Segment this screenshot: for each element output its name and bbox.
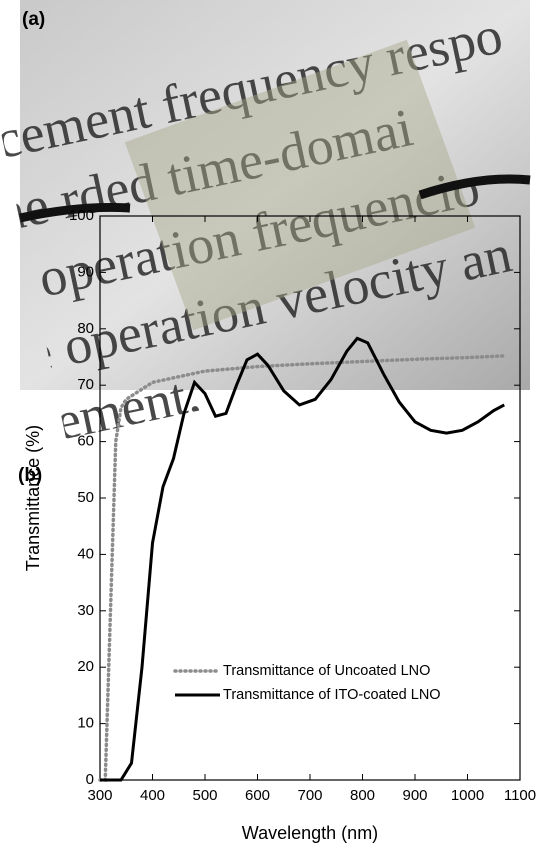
- x-tick-label: 1000: [451, 787, 484, 804]
- series-line: [98, 354, 506, 782]
- y-tick-label: 20: [77, 658, 94, 675]
- x-tick-label: 1100: [504, 787, 536, 804]
- y-tick-label: 80: [77, 320, 94, 337]
- x-tick-label: 300: [87, 787, 112, 804]
- x-axis-label: Wavelength (nm): [242, 823, 378, 843]
- x-tick-label: 500: [192, 787, 217, 804]
- sample-glass: [124, 39, 476, 331]
- x-tick-label: 900: [402, 787, 427, 804]
- y-tick-label: 100: [69, 207, 94, 224]
- y-tick-label: 10: [77, 715, 94, 732]
- x-tick-label: 800: [350, 787, 375, 804]
- wire: [19, 202, 131, 223]
- y-axis-label: Transmittance (%): [23, 425, 43, 571]
- series-line: [100, 336, 505, 782]
- photo-background: [20, 0, 530, 390]
- x-tick-label: 600: [245, 787, 270, 804]
- wire: [418, 174, 531, 200]
- legend-label: Transmittance of ITO-coated LNO: [223, 687, 441, 703]
- panel-label: (a): [22, 9, 45, 30]
- y-tick-label: 60: [77, 433, 94, 450]
- chart: 300 400 500 600 700 800 900 1000 1100 0 10 20 30 40 50…: [23, 207, 536, 843]
- x-tick-label: 400: [140, 787, 165, 804]
- y-tick-label: 50: [77, 489, 94, 506]
- y-tick-label: 30: [77, 602, 94, 619]
- y-tick-label: 90: [77, 263, 94, 280]
- y-tick-label: 70: [77, 376, 94, 393]
- y-tick-label: 0: [86, 771, 94, 788]
- legend-label: Transmittance of Uncoated LNO: [223, 663, 430, 679]
- y-tick-label: 40: [77, 545, 94, 562]
- panel-label: (b): [18, 465, 42, 486]
- x-tick-label: 700: [297, 787, 322, 804]
